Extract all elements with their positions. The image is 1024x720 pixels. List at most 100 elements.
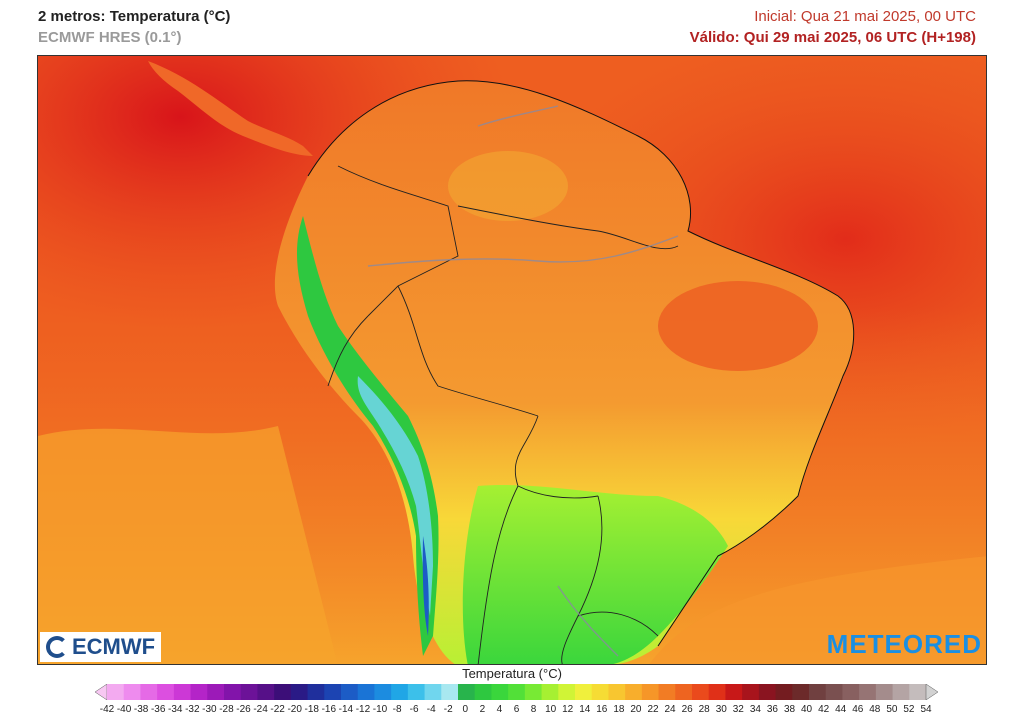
legend-swatch (257, 684, 275, 700)
legend-swatch (541, 684, 559, 700)
legend-min-arrow (95, 684, 108, 700)
legend-tick-label: 48 (869, 704, 881, 715)
legend-title: Temperatura (°C) (462, 666, 562, 681)
legend-swatch (875, 684, 894, 700)
temperature-map[interactable]: ECMWF METEORED (37, 55, 987, 665)
legend-swatch (558, 684, 576, 700)
ecmwf-ring-icon (46, 636, 68, 658)
legend-swatch (508, 684, 526, 700)
legend-tick-label: -20 (287, 704, 302, 715)
legend-tick-label: 38 (783, 704, 796, 715)
legend-swatch (224, 684, 242, 700)
legend-swatch (458, 684, 476, 700)
legend-tick-label: -6 (409, 704, 419, 715)
legend-swatch (742, 684, 760, 700)
legend-swatch (792, 684, 810, 700)
legend-swatch (424, 684, 442, 700)
legend-swatch (708, 684, 726, 700)
legend-swatch (441, 684, 459, 700)
legend-tick-label: 14 (579, 704, 591, 715)
legend-tick-label: 26 (681, 704, 693, 715)
legend-tick-label: -18 (304, 704, 319, 715)
legend-swatch (341, 684, 359, 700)
pacific-cool-zone (38, 426, 338, 664)
model-name: ECMWF HRES (0.1°) (38, 29, 182, 46)
legend-tick-label: 44 (835, 704, 847, 715)
guiana-highlands (448, 151, 568, 221)
legend-tick-label: -12 (355, 704, 371, 715)
legend-tick-labels: -42 -40 -38 -36 -34 -32 -30 -28 -26 -24 -22 -20 -18-… (95, 704, 938, 718)
legend-swatch (758, 684, 777, 700)
legend-tick-label: 10 (545, 704, 557, 715)
ecmwf-logo-text: ECMWF (72, 634, 156, 659)
andes-cold-core (357, 376, 433, 616)
meteored-logo: METEORED (826, 629, 982, 659)
ecmwf-logo: ECMWF (40, 632, 162, 662)
legend-swatch (374, 684, 392, 700)
legend-tick-label: 4 (496, 704, 503, 715)
legend-tick-label: -22 (270, 704, 285, 715)
legend-tick-label: 20 (630, 704, 642, 715)
legend-swatch (591, 684, 609, 700)
coastline (307, 80, 855, 647)
legend-swatch (357, 684, 375, 700)
legend-swatch (391, 684, 409, 700)
legend-tick-label: 8 (530, 704, 537, 715)
legend-swatch (140, 684, 158, 700)
legend-swatch (123, 684, 141, 700)
legend-tick-label: -16 (321, 704, 337, 715)
legend-swatch (909, 684, 927, 700)
legend-tick-label: -2 (443, 704, 453, 715)
legend-tick-label: 36 (766, 704, 778, 715)
legend-tick-label: -10 (372, 704, 388, 715)
legend-tick-label: -4 (426, 704, 436, 715)
legend-tick-label: 0 (462, 704, 469, 715)
legend-tick-label: 24 (664, 704, 676, 715)
legend-swatch (407, 684, 426, 700)
legend-tick-label: -24 (253, 704, 268, 715)
legend-tick-label: 6 (513, 704, 520, 715)
andes-snow (422, 536, 429, 636)
legend-tick-label: 50 (886, 704, 898, 715)
legend-swatch (107, 684, 125, 700)
legend-swatch (575, 684, 593, 700)
atlantic-cool-zone (649, 556, 986, 664)
country-borders (327, 165, 679, 664)
legend-swatch (892, 684, 910, 700)
valid-time: Válido: Qui 29 mai 2025, 06 UTC (H+198) (689, 29, 976, 46)
legend-tick-label: 52 (903, 704, 915, 715)
legend-swatch (307, 684, 325, 700)
legend-tick-label: 22 (647, 704, 659, 715)
map-title: 2 metros: Temperatura (°C) (38, 8, 231, 25)
map-canvas (38, 56, 986, 664)
legend-swatch (324, 684, 342, 700)
legend-swatch (157, 684, 175, 700)
legend-swatch (809, 684, 827, 700)
legend-swatch (207, 684, 225, 700)
legend-swatch (825, 684, 843, 700)
legend-tick-label: -30 (202, 704, 217, 715)
legend-tick-label: -38 (133, 704, 149, 715)
legend-tick-label: -8 (392, 704, 402, 715)
legend-swatch (675, 684, 693, 700)
init-time: Inicial: Qua 21 mai 2025, 00 UTC (754, 8, 976, 25)
legend-tick-label: -34 (168, 704, 183, 715)
rivers (367, 105, 679, 657)
legend-tick-label: 42 (818, 704, 830, 715)
legend-tick-label: -32 (185, 704, 200, 715)
legend-swatch (290, 684, 309, 700)
legend-tick-label: -40 (116, 704, 132, 715)
legend-tick-label: 34 (749, 704, 761, 715)
legend-tick-label: 54 (920, 704, 932, 715)
legend-swatch (641, 684, 660, 700)
legend-tick-label: 2 (479, 704, 486, 715)
southern-cone (462, 484, 728, 664)
andes-range (296, 216, 439, 656)
legend-colorbar (95, 684, 938, 700)
legend-tick-label: 18 (613, 704, 625, 715)
legend-tick-label: -26 (236, 704, 251, 715)
legend-swatch (625, 684, 643, 700)
legend-max-arrow (925, 684, 938, 700)
legend-swatch (474, 684, 492, 700)
legend-tick-label: -14 (338, 704, 354, 715)
